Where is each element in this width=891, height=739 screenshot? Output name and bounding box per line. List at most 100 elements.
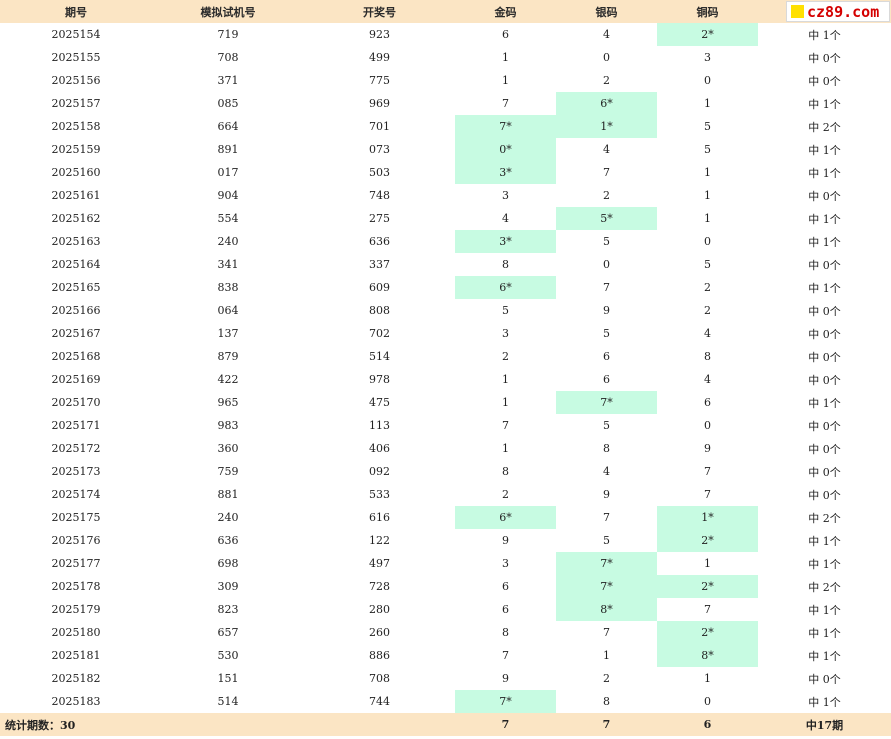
bronze-code-cell: 1 (704, 212, 711, 225)
result-cell: 中 0个 (808, 189, 841, 203)
sim-number-cell: 309 (217, 580, 239, 593)
sim-number-cell: 636 (217, 534, 239, 547)
bronze-code-cell: 6 (704, 396, 711, 409)
sim-number-cell: 759 (217, 465, 239, 478)
period-cell: 2025178 (51, 580, 101, 593)
silver-code-cell: 6 (603, 350, 610, 363)
table-row: 2025154 719 923 6 4 2* 中 1个 (0, 23, 891, 46)
draw-number-cell: 337 (369, 258, 390, 271)
draw-number-cell: 978 (369, 373, 390, 386)
period-cell: 2025175 (51, 511, 101, 524)
table-row: 2025172 360 406 1 8 9 中 0个 (0, 437, 891, 460)
table-row: 2025170 965 475 1 7* 6 中 1个 (0, 391, 891, 414)
gold-code-cell: 3 (502, 189, 509, 202)
period-cell: 2025182 (51, 672, 101, 685)
table-row: 2025155 708 499 1 0 3 中 0个 (0, 46, 891, 69)
bronze-code-cell: 1 (704, 97, 711, 110)
result-cell: 中 1个 (808, 626, 841, 640)
bronze-code-cell: 1 (704, 166, 711, 179)
result-cell: 中 0个 (808, 327, 841, 341)
sim-number-cell: 823 (217, 603, 239, 616)
result-cell: 中 1个 (808, 143, 841, 157)
gold-code-cell: 5 (502, 304, 509, 317)
result-cell: 中 1个 (808, 649, 841, 663)
draw-number-cell: 275 (369, 212, 390, 225)
bronze-code-cell: 0 (704, 74, 711, 87)
period-cell: 2025165 (51, 281, 101, 294)
silver-code-cell: 0 (603, 258, 610, 271)
bronze-code-cell: 9 (704, 442, 711, 455)
table-row: 2025175 240 616 6* 7 1* 中 2个 (0, 506, 891, 529)
result-cell: 中 1个 (808, 534, 841, 548)
bronze-code-cell: 7 (704, 603, 711, 616)
sim-number-cell: 708 (217, 51, 239, 64)
gold-code-cell: 1 (502, 442, 509, 455)
bronze-code-cell: 5 (704, 143, 711, 156)
site-logo-link[interactable]: cz89.com (786, 1, 890, 22)
gold-code-cell: 1 (502, 74, 509, 87)
gold-code-cell: 6 (502, 603, 509, 616)
gold-code-cell: 9 (502, 672, 509, 685)
bronze-code-cell: 0 (704, 419, 711, 432)
bronze-code-cell: 1 (704, 557, 711, 570)
stat-result-total: 中17期 (758, 713, 891, 736)
draw-number-cell: 406 (369, 442, 390, 455)
gold-code-cell: 9 (502, 534, 509, 547)
sim-number-cell: 240 (217, 235, 239, 248)
silver-code-cell: 9 (603, 488, 610, 501)
silver-code-cell: 5 (603, 534, 610, 547)
period-cell: 2025154 (51, 28, 101, 41)
silver-code-cell: 2 (603, 189, 610, 202)
table-row: 2025169 422 978 1 6 4 中 0个 (0, 368, 891, 391)
result-cell: 中 1个 (808, 166, 841, 180)
bronze-code-cell: 1* (657, 506, 758, 529)
silver-code-cell: 4 (603, 143, 610, 156)
bronze-code-cell: 7 (704, 488, 711, 501)
table-row: 2025183 514 744 7* 8 0 中 1个 (0, 690, 891, 713)
draw-number-cell: 609 (369, 281, 390, 294)
table-row: 2025167 137 702 3 5 4 中 0个 (0, 322, 891, 345)
bronze-code-cell: 4 (704, 327, 711, 340)
bronze-code-cell: 0 (704, 235, 711, 248)
gold-code-cell: 3 (502, 327, 509, 340)
silver-code-cell: 4 (603, 28, 610, 41)
gold-code-cell: 8 (502, 465, 509, 478)
result-cell: 中 0个 (808, 74, 841, 88)
gold-code-cell: 3* (455, 161, 556, 184)
result-cell: 中 0个 (808, 465, 841, 479)
col-bronze-header: 铜码 (657, 0, 758, 23)
silver-code-cell: 4 (603, 465, 610, 478)
table-row: 2025178 309 728 6 7* 2* 中 2个 (0, 575, 891, 598)
period-cell: 2025161 (51, 189, 101, 202)
result-cell: 中 0个 (808, 419, 841, 433)
sim-number-cell: 064 (217, 304, 239, 317)
draw-number-cell: 702 (369, 327, 390, 340)
table-row: 2025174 881 533 2 9 7 中 0个 (0, 483, 891, 506)
table-row: 2025181 530 886 7 1 8* 中 1个 (0, 644, 891, 667)
result-cell: 中 1个 (808, 97, 841, 111)
period-cell: 2025183 (51, 695, 101, 708)
period-cell: 2025168 (51, 350, 101, 363)
result-cell: 中 0个 (808, 350, 841, 364)
period-cell: 2025164 (51, 258, 101, 271)
sim-number-cell: 904 (217, 189, 239, 202)
table-footer: 统计期数：30 7 7 6 中17期 (0, 713, 891, 736)
period-cell: 2025174 (51, 488, 101, 501)
gold-code-cell: 0* (455, 138, 556, 161)
gold-code-cell: 8 (502, 258, 509, 271)
period-cell: 2025163 (51, 235, 101, 248)
bronze-code-cell: 5 (704, 258, 711, 271)
draw-number-cell: 475 (369, 396, 390, 409)
bronze-code-cell: 1 (704, 189, 711, 202)
draw-number-cell: 092 (369, 465, 390, 478)
sim-number-cell: 554 (217, 212, 239, 225)
gold-code-cell: 3* (455, 230, 556, 253)
bronze-code-cell: 5 (704, 120, 711, 133)
table-row: 2025168 879 514 2 6 8 中 0个 (0, 345, 891, 368)
silver-code-cell: 7* (556, 575, 657, 598)
silver-code-cell: 7* (556, 391, 657, 414)
silver-code-cell: 8 (603, 695, 610, 708)
result-cell: 中 0个 (808, 442, 841, 456)
draw-number-cell: 533 (369, 488, 390, 501)
